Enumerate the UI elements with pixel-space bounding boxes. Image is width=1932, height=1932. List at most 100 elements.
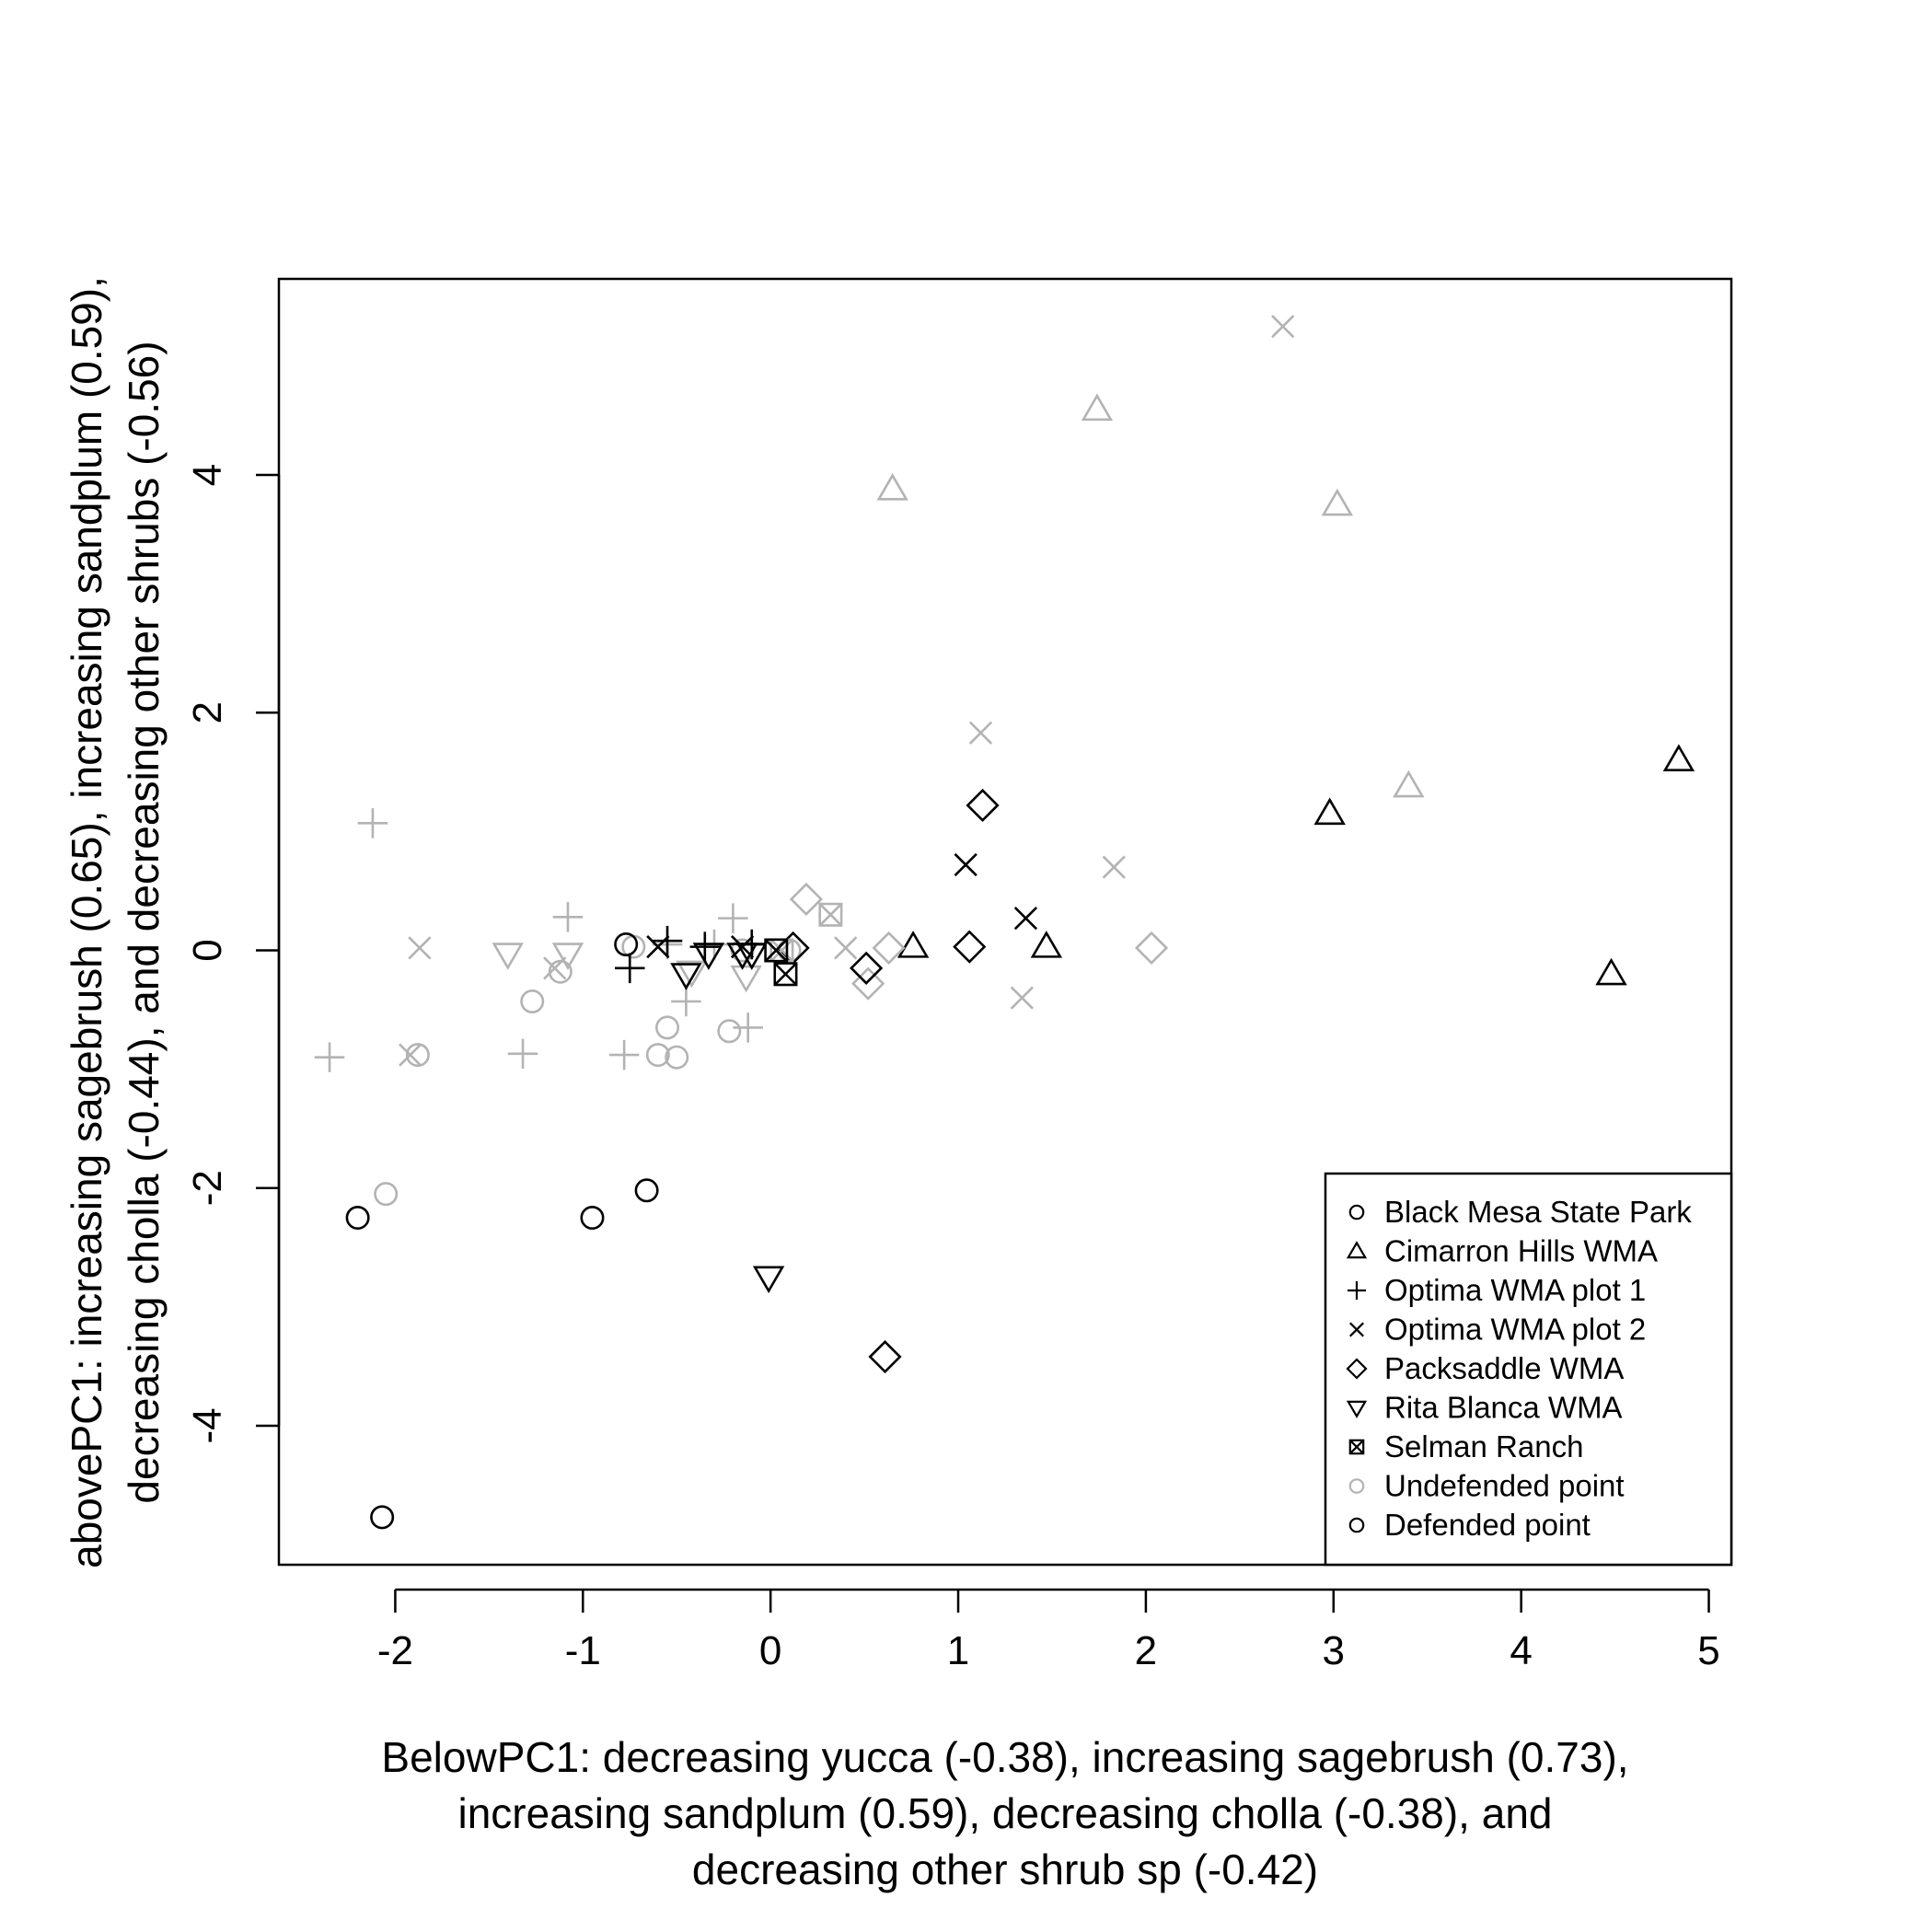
point-boxcross-defended [773, 962, 798, 987]
point-diamond-undefended [789, 882, 823, 917]
point-plus-undefended [718, 903, 748, 933]
legend-entry: Optima WMA plot 1 [1348, 1273, 1646, 1307]
point-circle-defended [614, 932, 639, 957]
y-tick-label: 2 [185, 701, 230, 723]
point-cross-undefended [1271, 315, 1295, 339]
x-tick-label: 1 [947, 1628, 969, 1673]
point-plus-undefended [357, 808, 388, 839]
legend-circle-symbol [1348, 1204, 1365, 1221]
legend-label: Packsaddle WMA [1384, 1351, 1624, 1385]
legend-boxcross-symbol [1348, 1439, 1365, 1455]
point-circle-defended [370, 1505, 395, 1530]
point-triangle-down-undefended [492, 943, 524, 970]
legend-cross-symbol [1349, 1322, 1364, 1337]
point-diamond-defended [966, 788, 1000, 823]
data-points [314, 315, 1695, 1530]
point-plus-defended [689, 931, 721, 962]
legend-entry: Packsaddle WMA [1346, 1351, 1624, 1385]
point-triangle-undefended [1321, 488, 1354, 516]
point-circle-undefended [405, 1043, 430, 1068]
x-axis: -2 -1 0 1 2 3 4 5 [377, 1588, 1720, 1673]
point-triangle-defended [1662, 744, 1695, 771]
point-triangle-undefended [1081, 393, 1114, 422]
legend-box [1324, 1172, 1733, 1567]
legend-diamond-symbol [1346, 1358, 1368, 1380]
x-tick-label: 4 [1510, 1628, 1532, 1673]
point-triangle-down-defended [752, 1266, 785, 1294]
point-circle-undefended [655, 1015, 680, 1040]
legend-triangle-down-symbol [1346, 1400, 1368, 1418]
legend-entry: Rita Blanca WMA [1346, 1391, 1623, 1425]
point-circle-undefended [665, 1045, 689, 1070]
legend-entry: Black Mesa State Park [1348, 1195, 1692, 1229]
x-tick-label: -2 [377, 1628, 413, 1673]
legend-circle-symbol [1348, 1517, 1365, 1533]
point-cross-undefended [408, 936, 432, 960]
x-tick-label: -1 [565, 1628, 601, 1673]
point-plus-defended [652, 925, 683, 956]
point-diamond-undefended [872, 931, 906, 965]
legend-label: Rita Blanca WMA [1384, 1391, 1623, 1425]
point-triangle-defended [1030, 931, 1063, 958]
point-triangle-down-defended [692, 943, 725, 970]
y-axis-label-line-2: decreasing cholla (-0.44), and decreasin… [120, 341, 168, 1503]
x-tick-label: 2 [1135, 1628, 1157, 1673]
point-circle-undefended [717, 1019, 742, 1044]
point-plus-undefended [733, 1012, 763, 1043]
point-circle-defended [634, 1178, 659, 1203]
y-tick-label: 0 [185, 939, 230, 961]
legend-label: Undefended point [1384, 1469, 1625, 1503]
legend-entry: Selman Ranch [1348, 1429, 1583, 1463]
x-axis-label-line-3: decreasing other shrub sp (-0.42) [692, 1845, 1318, 1893]
legend-entry: Undefended point [1348, 1469, 1625, 1503]
legend: Black Mesa State Park Cimarron Hills WMA O… [1324, 1172, 1733, 1567]
point-triangle-defended [1313, 797, 1346, 826]
y-axis-label-line-1: abovePC1: increasing sagebrush (0.65), i… [63, 276, 110, 1568]
point-diamond-defended [868, 1339, 902, 1374]
point-cross-defended [646, 934, 670, 959]
point-cross-undefended [834, 936, 858, 960]
point-diamond-defended [850, 951, 884, 985]
y-axis: -4 -2 0 2 4 [185, 464, 281, 1444]
point-triangle-down-undefended [730, 965, 762, 993]
point-cross-undefended [1010, 986, 1034, 1010]
point-triangle-down-defended [670, 963, 702, 990]
legend-entry: Optima WMA plot 2 [1349, 1313, 1646, 1347]
point-boxcross-undefended [818, 902, 843, 927]
point-diamond-undefended [851, 966, 885, 1001]
point-cross-undefended [968, 721, 993, 745]
y-tick-label: -4 [185, 1407, 230, 1443]
legend-label: Defended point [1384, 1508, 1591, 1542]
y-tick-label: 4 [185, 464, 230, 486]
point-plus-undefended [507, 1038, 538, 1070]
point-plus-undefended [671, 986, 701, 1017]
x-tick-label: 0 [759, 1628, 781, 1673]
point-circle-defended [345, 1205, 370, 1230]
legend-label: Optima WMA plot 1 [1384, 1273, 1646, 1307]
x-tick-label: 3 [1323, 1628, 1345, 1673]
point-cross-undefended [543, 956, 567, 980]
legend-triangle-symbol [1346, 1241, 1368, 1259]
point-cross-defended [1013, 907, 1038, 931]
point-triangle-down-defended [735, 943, 768, 970]
point-boxcross-defended [764, 938, 789, 963]
point-cross-undefended [1102, 855, 1126, 879]
point-cross-defended [954, 852, 978, 877]
legend-plus-symbol [1348, 1281, 1366, 1300]
legend-entry: Cimarron Hills WMA [1346, 1234, 1658, 1268]
legend-label: Black Mesa State Park [1384, 1195, 1692, 1229]
legend-label: Cimarron Hills WMA [1384, 1234, 1658, 1268]
x-axis-label-line-1: BelowPC1: decreasing yucca (-0.38), incr… [381, 1733, 1628, 1781]
point-circle-defended [580, 1205, 605, 1230]
point-plus-defended [614, 953, 645, 984]
point-circle-undefended [645, 1043, 670, 1068]
point-cross-undefended [399, 1043, 422, 1067]
point-circle-undefended [520, 989, 545, 1014]
point-plus-undefended [608, 1039, 640, 1070]
point-triangle-defended [1595, 957, 1627, 986]
point-triangle-defended [897, 931, 930, 958]
point-circle-undefended [374, 1182, 399, 1207]
point-plus-undefended [552, 902, 584, 932]
point-triangle-undefended [876, 472, 908, 501]
